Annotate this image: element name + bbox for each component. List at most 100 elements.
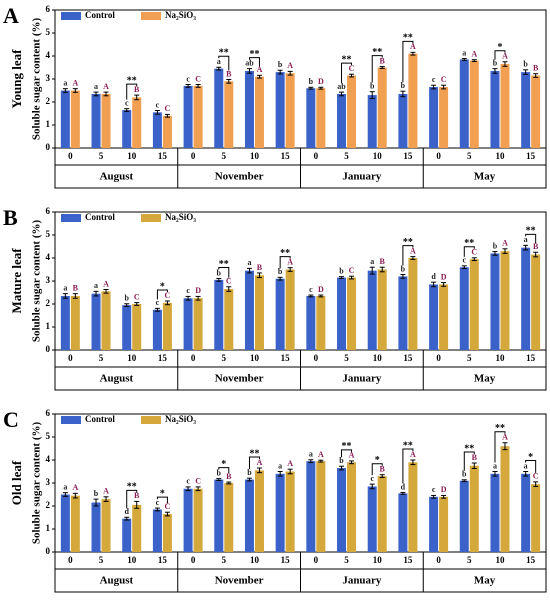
x-tick-label: 15 <box>158 353 168 363</box>
group-label: August <box>100 575 134 587</box>
bar <box>275 72 285 148</box>
bar <box>244 479 254 552</box>
letter-label: C <box>349 266 355 275</box>
letter-label: b <box>493 58 498 67</box>
bar <box>193 298 203 350</box>
x-tick-label: 0 <box>314 555 319 565</box>
x-tick-label: 0 <box>191 353 196 363</box>
significance-label: ** <box>403 440 413 451</box>
bar <box>306 461 316 552</box>
x-tick-label: 10 <box>127 151 137 161</box>
y-tick-label: 5 <box>46 229 51 239</box>
letter-label: a <box>63 283 67 292</box>
x-tick-label: 10 <box>495 555 505 565</box>
x-tick-label: 5 <box>222 353 227 363</box>
y-axis-label: Soluble sugar content (%) <box>31 220 43 343</box>
letter-label: A <box>410 450 416 459</box>
letter-label: a <box>217 57 221 66</box>
x-tick-label: 15 <box>403 555 413 565</box>
bar <box>70 495 80 552</box>
x-tick-label: 5 <box>222 151 227 161</box>
legend-label: Na₂SiO₃ <box>165 10 196 20</box>
bar <box>459 59 469 149</box>
letter-label: c <box>432 485 436 494</box>
y-tick-label: 0 <box>46 142 51 152</box>
bar <box>377 67 387 148</box>
letter-label: B <box>472 453 478 462</box>
significance-label: ** <box>219 48 229 59</box>
group-label: January <box>342 575 382 587</box>
legend-label: Na₂SiO₃ <box>165 212 196 222</box>
bar <box>275 278 285 350</box>
bar <box>132 97 142 148</box>
significance-label: ** <box>526 226 536 237</box>
bar <box>224 81 234 148</box>
bar <box>429 87 439 148</box>
letter-label: b <box>401 264 406 273</box>
letter-label: b <box>94 489 99 498</box>
x-tick-label: 15 <box>281 151 291 161</box>
letter-label: A <box>349 451 355 460</box>
bar <box>398 493 408 552</box>
significance-label: * <box>160 281 165 292</box>
bar <box>162 302 172 350</box>
x-tick-label: 10 <box>250 151 260 161</box>
letter-label: b <box>278 267 283 276</box>
letter-label: b <box>462 470 467 479</box>
bar <box>91 502 101 552</box>
letter-label: a <box>247 258 251 267</box>
letter-label: D <box>318 77 324 86</box>
bar <box>122 110 132 148</box>
bar <box>316 88 326 148</box>
significance-label: ** <box>403 237 413 248</box>
organ-label: Old leaf <box>9 460 24 505</box>
legend-swatch <box>61 12 81 20</box>
y-tick-label: 5 <box>46 27 51 37</box>
letter-label: b <box>339 456 344 465</box>
x-tick-label: 10 <box>373 353 383 363</box>
letter-label: c <box>186 286 190 295</box>
bar <box>193 488 203 552</box>
x-tick-label: 15 <box>158 555 168 565</box>
bar <box>132 304 142 350</box>
y-tick-label: 1 <box>46 321 51 331</box>
letter-label: C <box>441 75 447 84</box>
x-tick-label: 10 <box>250 555 260 565</box>
group-label: May <box>474 373 496 385</box>
letter-label: a <box>94 281 98 290</box>
letter-label: C <box>226 277 232 286</box>
bar <box>60 90 70 148</box>
bar <box>183 85 193 148</box>
letter-label: C <box>134 292 140 301</box>
x-tick-label: 0 <box>436 151 441 161</box>
bar <box>500 64 510 148</box>
significance-bracket <box>402 448 414 484</box>
panel-label: A <box>3 3 19 28</box>
letter-label: C <box>165 502 171 511</box>
bar <box>439 496 449 552</box>
bar <box>500 251 510 350</box>
bar <box>152 509 162 552</box>
bar <box>122 518 132 552</box>
x-tick-label: 15 <box>158 151 168 161</box>
y-tick-label: 5 <box>46 431 51 441</box>
bar <box>91 293 101 350</box>
letter-label: A <box>287 257 293 266</box>
bar <box>224 483 234 552</box>
significance-bracket <box>341 449 353 458</box>
bar <box>347 277 357 350</box>
significance-bracket <box>248 456 260 470</box>
letter-label: d <box>431 272 436 281</box>
y-tick-label: 3 <box>46 477 51 487</box>
letter-label: a <box>524 461 528 470</box>
letter-label: c <box>156 298 160 307</box>
x-tick-label: 0 <box>436 555 441 565</box>
bar <box>469 60 479 148</box>
letter-label: B <box>533 242 539 251</box>
bar <box>531 75 541 148</box>
y-tick-label: 0 <box>46 546 51 556</box>
group-label: August <box>100 171 134 183</box>
letter-label: b <box>217 468 222 477</box>
significance-label: * <box>497 42 502 53</box>
group-label: November <box>215 373 264 385</box>
